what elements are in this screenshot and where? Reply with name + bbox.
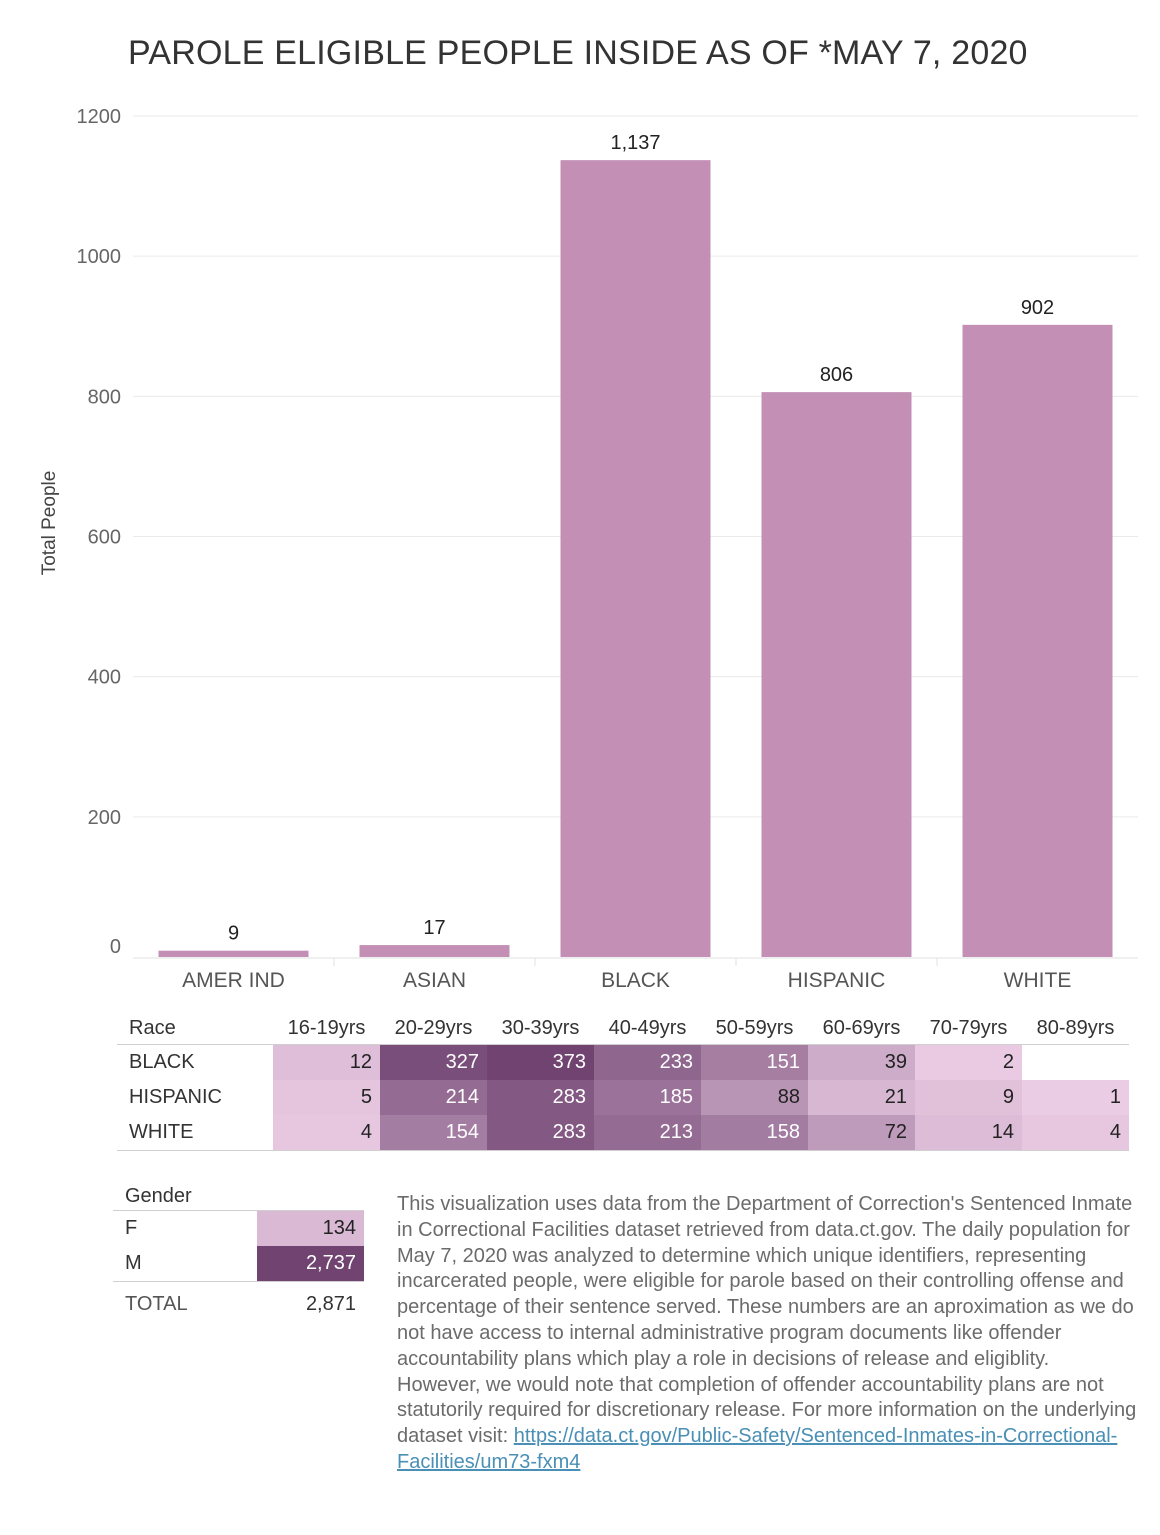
age-count-cell: 185 (594, 1080, 701, 1115)
age-column-header: 16-19yrs (287, 1016, 366, 1039)
total-value: 2,871 (257, 1281, 364, 1326)
age-count-cell: 88 (701, 1080, 808, 1115)
age-column-header: 70-79yrs (929, 1016, 1008, 1039)
bar (761, 392, 912, 958)
x-category-label: HISPANIC (788, 969, 886, 992)
gender-table: Gender F 134 M 2,737 TOTAL 2,871 (113, 1182, 364, 1326)
age-count-cell: 9 (915, 1080, 1022, 1115)
age-breakdown-table: Race 16-19yrs 20-29yrs 30-39yrs 40-49yrs… (117, 1012, 1129, 1151)
age-count-cell: 2 (915, 1044, 1022, 1080)
bar-value-label: 1,137 (610, 132, 660, 154)
bar (158, 950, 309, 957)
age-column-header: 40-49yrs (608, 1016, 687, 1039)
age-count-cell: 21 (808, 1080, 915, 1115)
gender-total-row: TOTAL 2,871 (113, 1281, 364, 1326)
age-column-header: 50-59yrs (715, 1016, 794, 1039)
footnote-text: This visualization uses data from the De… (397, 1193, 1137, 1448)
gender-value: 2,737 (257, 1246, 364, 1282)
gender-header: Gender (125, 1184, 192, 1207)
age-count-cell: 151 (701, 1044, 808, 1080)
age-column-header: 20-29yrs (394, 1016, 473, 1039)
age-column-header: 60-69yrs (822, 1016, 901, 1039)
chart-title: PAROLE ELIGIBLE PEOPLE INSIDE AS OF *MAY… (128, 34, 1028, 72)
age-count-cell: 1 (1022, 1080, 1129, 1115)
age-count-cell: 39 (808, 1044, 915, 1080)
age-count-cell: 4 (273, 1115, 380, 1151)
age-count-cell: 213 (594, 1115, 701, 1151)
y-tick-label: 800 (88, 386, 121, 408)
bars (158, 160, 1113, 958)
gender-row-f: F 134 (113, 1210, 364, 1246)
dataset-link[interactable]: https://data.ct.gov/Public-Safety/Senten… (397, 1425, 1118, 1473)
age-table-row: WHITE 4 154 283 213 158 72 14 4 (117, 1115, 1129, 1151)
x-category-label: ASIAN (403, 969, 466, 992)
age-count-cell: 283 (487, 1080, 594, 1115)
age-count-cell: 154 (380, 1115, 487, 1151)
bar-value-label: 17 (423, 917, 445, 939)
y-axis-title: Total People (39, 471, 60, 576)
bar (560, 160, 711, 958)
race-label: HISPANIC (129, 1086, 222, 1108)
x-category-label: WHITE (1004, 969, 1072, 992)
age-count-cell: 283 (487, 1115, 594, 1151)
y-tick-label: 600 (88, 527, 121, 549)
total-label: TOTAL (113, 1281, 257, 1326)
age-count-cell: 373 (487, 1044, 594, 1080)
age-column-header: 80-89yrs (1036, 1016, 1115, 1039)
gender-row-m: M 2,737 (113, 1246, 364, 1282)
race-label: BLACK (117, 1044, 273, 1080)
age-count-cell: 72 (808, 1115, 915, 1151)
bar-chart: 0 200 400 600 800 1000 1200 9 17 1,137 806 902 AME… (39, 106, 1138, 992)
age-count-cell: 14 (915, 1115, 1022, 1151)
age-count-cell: 214 (380, 1080, 487, 1115)
race-column-header: Race (129, 1016, 176, 1039)
gender-label: M (113, 1246, 257, 1282)
x-category-label: AMER IND (182, 969, 285, 992)
bar (359, 945, 510, 957)
age-count-cell: 4 (1022, 1115, 1129, 1151)
bar (962, 324, 1113, 957)
y-tick-label: 0 (110, 936, 121, 958)
y-tick-label: 200 (88, 807, 121, 829)
x-category-label: BLACK (601, 969, 670, 992)
y-tick-label: 400 (88, 667, 121, 689)
age-column-header: 30-39yrs (501, 1016, 580, 1039)
gender-label: F (113, 1210, 257, 1246)
y-tick-label: 1200 (77, 106, 122, 128)
age-table-row: HISPANIC 5 214 283 185 88 21 9 1 (117, 1080, 1129, 1115)
bar-value-label: 9 (228, 923, 239, 945)
x-axis: AMER IND ASIAN BLACK HISPANIC WHITE (182, 958, 1071, 992)
age-count-cell: 233 (594, 1044, 701, 1080)
age-table-row: BLACK 12 327 373 233 151 39 2 (117, 1044, 1129, 1080)
y-tick-label: 1000 (77, 246, 122, 268)
race-label: WHITE (117, 1115, 273, 1151)
footnote: This visualization uses data from the De… (397, 1192, 1137, 1476)
age-count-cell: 5 (273, 1080, 380, 1115)
age-count-cell: 327 (380, 1044, 487, 1080)
bar-value-label: 902 (1021, 297, 1054, 319)
bar-value-label: 806 (820, 364, 853, 386)
value-labels: 9 17 1,137 806 902 (228, 132, 1054, 945)
age-table-header-row: Race 16-19yrs 20-29yrs 30-39yrs 40-49yrs… (117, 1012, 1129, 1045)
age-count-cell: 12 (273, 1044, 380, 1080)
age-count-cell (1022, 1044, 1129, 1080)
gender-value: 134 (257, 1210, 364, 1246)
age-count-cell: 158 (701, 1115, 808, 1151)
y-axis: 0 200 400 600 800 1000 1200 (77, 106, 122, 958)
